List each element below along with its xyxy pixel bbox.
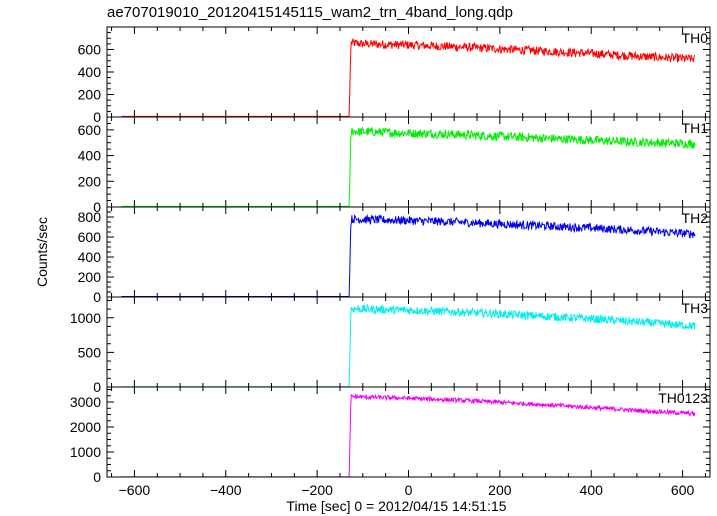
y-tick-label: 0 [93, 289, 101, 305]
x-axis-title: Time [sec] 0 = 2012/04/15 14:51:15 [286, 498, 506, 514]
y-axis-title: Counts/sec [34, 217, 50, 287]
y-tick-label: 600 [78, 229, 102, 245]
series-line-th1 [121, 125, 696, 207]
series-line-th0123 [121, 393, 696, 478]
x-tick-label: 0 [405, 482, 413, 498]
y-tick-label: 400 [78, 249, 102, 265]
chart-title: ae707019010_20120415145115_wam2_trn_4ban… [107, 4, 513, 21]
series-line-th3 [121, 303, 696, 388]
series-line-th0 [121, 38, 696, 117]
y-tick-label: 200 [78, 87, 102, 103]
y-tick-label: 3000 [70, 394, 101, 410]
y-tick-label: 200 [78, 269, 102, 285]
y-tick-label: 500 [78, 344, 102, 360]
x-tick-label: −200 [301, 482, 333, 498]
y-tick-label: 200 [78, 173, 102, 189]
panel-frame-th0123 [106, 386, 711, 478]
y-tick-label: 0 [93, 469, 101, 485]
panel-label-th0: TH0 [682, 30, 709, 46]
y-tick-label: 0 [93, 379, 101, 395]
y-tick-label: 600 [78, 122, 102, 138]
panel-label-th3: TH3 [682, 300, 709, 316]
panel-label-th0123: TH0123 [658, 390, 708, 406]
y-tick-label: 0 [93, 199, 101, 215]
x-tick-label: −600 [119, 482, 151, 498]
x-tick-label: 200 [488, 482, 512, 498]
panel-label-th2: TH2 [682, 210, 709, 226]
y-tick-label: 800 [78, 209, 102, 225]
panel-label-th1: TH1 [682, 120, 709, 136]
y-tick-label: 400 [78, 148, 102, 164]
x-tick-label: 600 [671, 482, 695, 498]
y-tick-label: 1000 [70, 310, 101, 326]
panel-frame-th0 [106, 26, 711, 118]
y-tick-label: 2000 [70, 419, 101, 435]
y-tick-label: 600 [78, 42, 102, 58]
x-tick-label: 400 [580, 482, 604, 498]
x-tick-label: −400 [210, 482, 242, 498]
y-tick-label: 0 [93, 109, 101, 125]
series-line-th2 [121, 213, 696, 297]
y-tick-label: 1000 [70, 444, 101, 460]
y-tick-label: 400 [78, 64, 102, 80]
